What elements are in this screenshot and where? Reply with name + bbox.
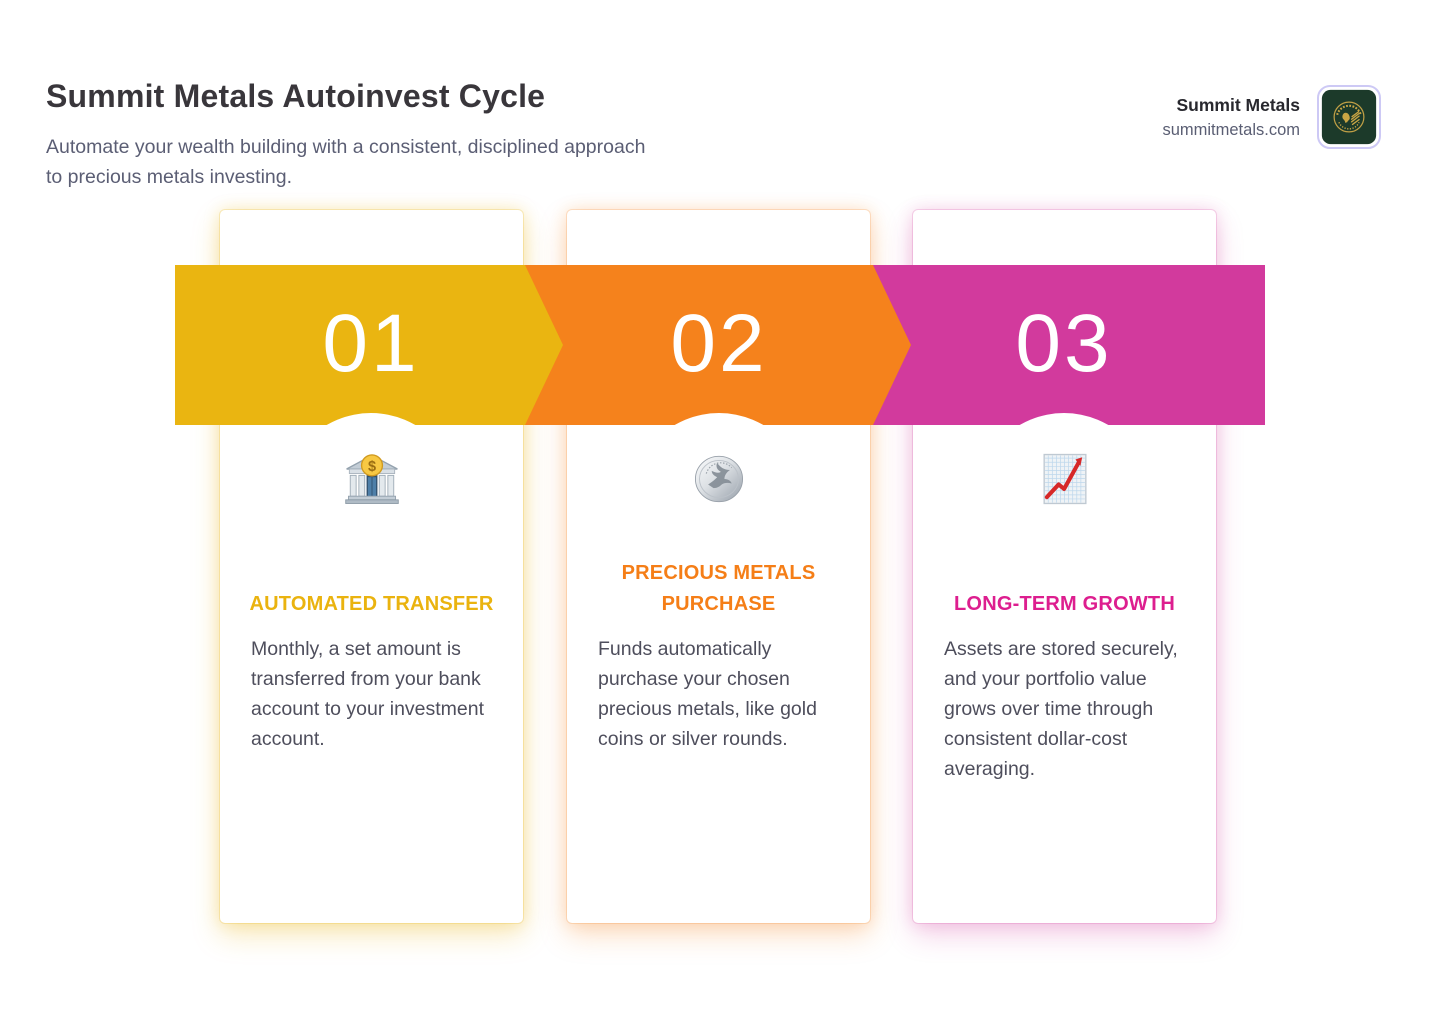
chevron-band: 01 02 03 — [175, 265, 1265, 425]
page-subtitle: Automate your wealth building with a con… — [46, 136, 646, 188]
step-number: 02 — [670, 298, 768, 389]
brand-name: Summit Metals — [1176, 94, 1301, 115]
step-description: Assets are stored securely, and your por… — [944, 638, 1178, 780]
step-description: Monthly, a set amount is transferred fro… — [251, 638, 485, 750]
chevron-step-1 — [175, 265, 563, 425]
step-number: 03 — [1015, 298, 1113, 389]
step-title: LONG-TERM GROWTH — [954, 593, 1175, 615]
page-title: Summit Metals Autoinvest Cycle — [46, 78, 546, 114]
step-number: 01 — [322, 298, 420, 389]
chart-increasing-icon — [1036, 450, 1094, 508]
step-description: Funds automatically purchase your chosen… — [598, 638, 817, 750]
silver-coin-icon — [690, 450, 748, 508]
brand-block: Summit Metals summitmetals.com — [1162, 85, 1381, 149]
step-title: AUTOMATED TRANSFER — [249, 593, 494, 615]
bank-icon: $ — [343, 450, 401, 508]
step-title: PRECIOUS METALS PURCHASE — [621, 562, 816, 615]
summit-metals-seal-icon — [1317, 85, 1381, 149]
svg-text:$: $ — [367, 459, 375, 475]
brand-website: summitmetals.com — [1162, 120, 1300, 139]
